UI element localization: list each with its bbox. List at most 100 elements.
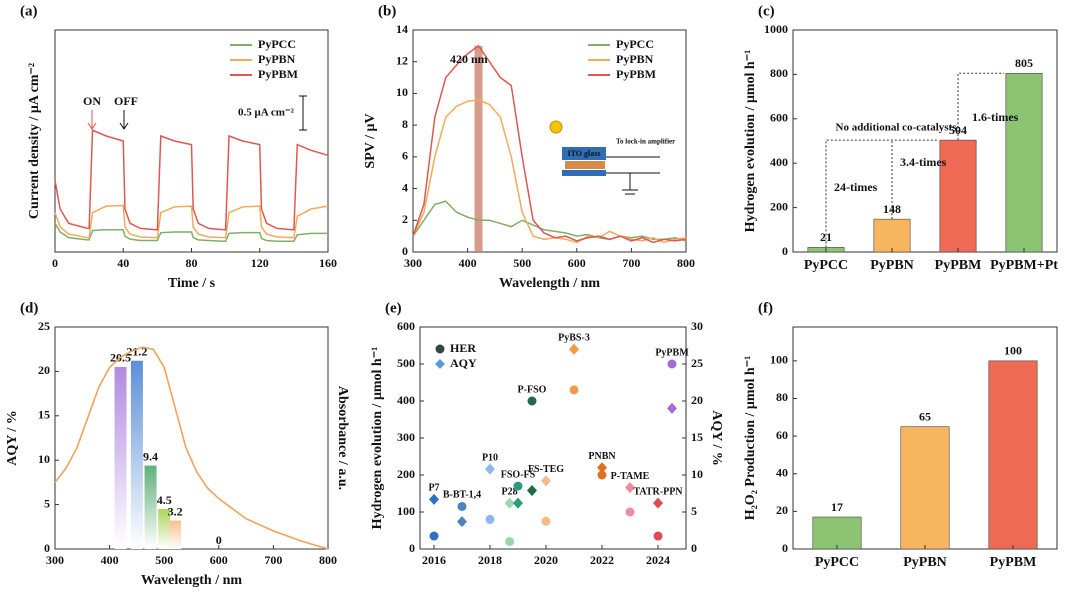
point-label: FS-TEG xyxy=(528,464,564,475)
aqy-point xyxy=(597,462,607,474)
point-label: TATR-PPN xyxy=(633,486,683,497)
aqy-point xyxy=(504,497,515,509)
y2-axis-label: AQY / % xyxy=(709,410,724,465)
point-label: P-TAME xyxy=(611,471,650,482)
y-axis-label: Hydrogen evolution / μmol h⁻¹ xyxy=(743,50,758,233)
x-tick-label: 400 xyxy=(101,553,119,567)
x-tick-label: 2016 xyxy=(422,553,446,567)
x-tick-label: PyPBN xyxy=(903,555,947,570)
y-tick-label: 100 xyxy=(397,504,415,518)
guide-dotted xyxy=(825,72,1004,248)
panel-label: (f) xyxy=(758,300,773,316)
x-tick-label: 300 xyxy=(46,553,64,567)
sun-icon xyxy=(549,120,563,134)
y-tick-label: 12 xyxy=(396,53,408,67)
her-point xyxy=(625,507,635,517)
value-label: 4.5 xyxy=(157,493,172,507)
annotation: 24-times xyxy=(834,180,878,194)
bar xyxy=(939,139,977,253)
value-label: 148 xyxy=(883,202,901,216)
aqy-point xyxy=(527,485,537,497)
bar xyxy=(114,366,127,549)
y-tick-label: 60 xyxy=(776,428,788,442)
x-tick-label: 2022 xyxy=(590,553,614,567)
y-tick-label: 1000 xyxy=(764,22,788,36)
her-point xyxy=(457,501,467,511)
arrow xyxy=(87,110,97,130)
her-point xyxy=(505,537,515,547)
x-tick-label: 0 xyxy=(52,256,58,270)
legend-label: PyPBN xyxy=(258,52,296,66)
arrow xyxy=(119,110,129,130)
point-label: B-BT-1,4 xyxy=(443,490,481,501)
y-tick-label: 0 xyxy=(782,541,788,555)
y-tick-label: 500 xyxy=(397,356,415,370)
aqy-point xyxy=(541,475,551,487)
y2-tick-label: 25 xyxy=(691,356,703,370)
her-point xyxy=(653,531,663,541)
y-tick-label: 15 xyxy=(38,408,50,422)
her-point xyxy=(513,481,523,491)
annotation: 0.5 μA cm⁻² xyxy=(238,107,295,119)
y-tick-label: 40 xyxy=(776,465,788,479)
annotation: 3.4-times xyxy=(900,155,947,169)
aqy-point xyxy=(429,493,439,505)
y-tick-label: 400 xyxy=(770,155,788,169)
panel-label: (a) xyxy=(20,3,38,19)
y2-tick-label: 0 xyxy=(691,541,697,555)
annotation: OFF xyxy=(114,94,138,108)
x-tick-label: 600 xyxy=(210,553,228,567)
bar xyxy=(169,520,182,549)
y-tick-label: 200 xyxy=(397,467,415,481)
x-axis-label: Time / s xyxy=(168,276,216,291)
bar xyxy=(873,218,911,253)
bar xyxy=(144,465,157,549)
data-line xyxy=(54,204,329,239)
y-tick-label: 600 xyxy=(397,319,415,333)
x-tick-label: 2018 xyxy=(478,553,502,567)
bar xyxy=(1005,72,1043,253)
panel-label: (d) xyxy=(20,300,38,316)
y-tick-label: 2 xyxy=(402,212,408,226)
x-tick-label: 2024 xyxy=(646,553,670,567)
data-line xyxy=(54,129,329,231)
y-tick-label: 14 xyxy=(396,22,408,36)
y-tick-label: 200 xyxy=(770,199,788,213)
y-tick-label: 600 xyxy=(770,111,788,125)
ito-glass xyxy=(562,147,606,160)
point-label: FSO-FS xyxy=(501,469,536,480)
aqy-point xyxy=(569,343,579,355)
x-tick-label: 400 xyxy=(459,256,477,270)
y2-tick-label: 20 xyxy=(691,393,703,407)
legend-swatch xyxy=(435,344,445,354)
bar xyxy=(812,516,862,550)
x-tick-label: PyPCC xyxy=(804,258,848,273)
x-tick-label: 500 xyxy=(513,256,531,270)
panel-label: (b) xyxy=(378,3,396,19)
y-tick-label: 0 xyxy=(782,244,788,258)
y-tick-label: 0 xyxy=(402,244,408,258)
bar xyxy=(988,360,1038,550)
y-tick-label: 300 xyxy=(397,430,415,444)
x-tick-label: 800 xyxy=(677,256,695,270)
bar xyxy=(158,509,171,549)
point-label: PyPBM xyxy=(655,347,689,358)
y2-axis-label: Absorbance / a.u. xyxy=(335,386,350,490)
x-tick-label: 600 xyxy=(568,256,586,270)
x-tick-label: 700 xyxy=(622,256,640,270)
annotation: To lock-in amplifier xyxy=(616,138,675,146)
y2-tick-label: 5 xyxy=(691,504,697,518)
aqy-point xyxy=(457,516,467,528)
bar xyxy=(900,426,950,550)
y-tick-label: 25 xyxy=(38,319,50,333)
y-tick-label: 0 xyxy=(409,541,415,555)
aqy-point xyxy=(513,497,523,509)
aqy-point xyxy=(625,482,635,494)
x-tick-label: 300 xyxy=(404,256,422,270)
legend-label: HER xyxy=(450,341,476,355)
y-tick-label: 5 xyxy=(44,496,50,510)
value-label: 3.2 xyxy=(168,504,183,518)
legend-label: PyPBN xyxy=(616,52,654,66)
x-tick-label: 160 xyxy=(319,256,337,270)
